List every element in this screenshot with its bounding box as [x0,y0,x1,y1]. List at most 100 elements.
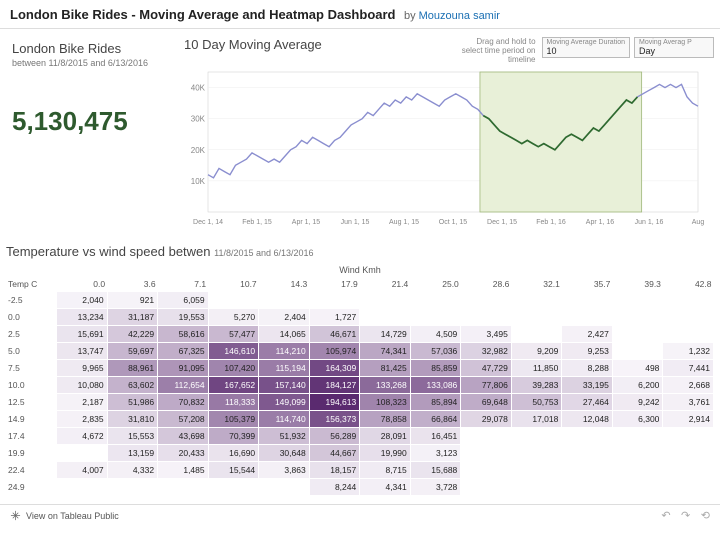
heat-cell[interactable] [511,309,562,326]
heat-cell[interactable]: 16,690 [208,445,259,462]
heat-cell[interactable]: 7,441 [663,360,714,377]
heat-cell[interactable]: 8,244 [309,479,360,496]
heat-cell[interactable]: 33,195 [562,377,613,394]
heat-cell[interactable] [663,326,714,343]
heat-cell[interactable]: 9,209 [511,343,562,360]
heat-cell[interactable]: 13,159 [107,445,158,462]
heat-cell[interactable]: 77,806 [461,377,512,394]
heat-cell[interactable] [612,343,663,360]
heat-cell[interactable]: 31,810 [107,411,158,428]
heat-cell[interactable]: 2,835 [57,411,108,428]
heat-cell[interactable]: 3,123 [410,445,461,462]
heat-cell[interactable]: 13,234 [57,309,108,326]
heat-cell[interactable] [511,445,562,462]
heat-cell[interactable] [612,292,663,309]
heat-cell[interactable]: 2,427 [562,326,613,343]
heat-cell[interactable]: 44,667 [309,445,360,462]
heat-cell[interactable]: 66,864 [410,411,461,428]
heat-cell[interactable] [562,309,613,326]
heat-cell[interactable]: 6,059 [158,292,209,309]
heat-cell[interactable] [208,292,259,309]
heat-cell[interactable]: 43,698 [158,428,209,445]
heat-cell[interactable]: 13,747 [57,343,108,360]
heat-cell[interactable]: 3,728 [410,479,461,496]
heat-cell[interactable]: 17,018 [511,411,562,428]
heat-cell[interactable]: 10,080 [57,377,108,394]
heat-cell[interactable]: 57,208 [158,411,209,428]
heat-cell[interactable]: 2,668 [663,377,714,394]
heat-cell[interactable]: 194,613 [309,394,360,411]
heat-cell[interactable]: 167,652 [208,377,259,394]
heat-cell[interactable]: 105,379 [208,411,259,428]
heat-cell[interactable]: 91,095 [158,360,209,377]
heat-cell[interactable]: 16,451 [410,428,461,445]
heat-cell[interactable]: 157,140 [259,377,310,394]
heat-cell[interactable] [461,428,512,445]
heat-cell[interactable] [158,479,209,496]
heat-cell[interactable]: 4,509 [410,326,461,343]
heat-cell[interactable]: 11,850 [511,360,562,377]
heat-cell[interactable]: 133,268 [360,377,411,394]
tableau-link[interactable]: View on Tableau Public [10,510,119,521]
heat-cell[interactable] [612,445,663,462]
heat-cell[interactable] [562,445,613,462]
heat-cell[interactable]: 70,832 [158,394,209,411]
heat-cell[interactable] [461,309,512,326]
heat-cell[interactable] [612,309,663,326]
heat-cell[interactable]: 63,602 [107,377,158,394]
heat-cell[interactable]: 5,270 [208,309,259,326]
heat-cell[interactable]: 29,078 [461,411,512,428]
heat-cell[interactable]: 105,974 [309,343,360,360]
heat-cell[interactable]: 4,332 [107,462,158,479]
heat-cell[interactable]: 19,990 [360,445,411,462]
heat-cell[interactable]: 42,229 [107,326,158,343]
heat-cell[interactable]: 498 [612,360,663,377]
heat-cell[interactable]: 2,040 [57,292,108,309]
heat-cell[interactable]: 164,309 [309,360,360,377]
heat-cell[interactable]: 9,965 [57,360,108,377]
heat-cell[interactable]: 1,727 [309,309,360,326]
heat-cell[interactable] [612,462,663,479]
heat-cell[interactable]: 3,761 [663,394,714,411]
heat-cell[interactable]: 14,065 [259,326,310,343]
heat-cell[interactable]: 20,433 [158,445,209,462]
heat-cell[interactable] [57,479,108,496]
heat-cell[interactable] [309,292,360,309]
heat-cell[interactable]: 2,404 [259,309,310,326]
heat-cell[interactable]: 1,232 [663,343,714,360]
heat-cell[interactable] [562,428,613,445]
heat-cell[interactable] [612,479,663,496]
heat-cell[interactable]: 8,288 [562,360,613,377]
heat-cell[interactable]: 156,373 [309,411,360,428]
heat-cell[interactable]: 146,610 [208,343,259,360]
heat-cell[interactable]: 56,289 [309,428,360,445]
heat-cell[interactable]: 1,485 [158,462,209,479]
redo-icon[interactable]: ↷ [681,510,690,522]
heat-cell[interactable]: 118,333 [208,394,259,411]
heat-cell[interactable]: 9,242 [612,394,663,411]
heat-cell[interactable] [562,479,613,496]
heat-cell[interactable]: 8,715 [360,462,411,479]
heat-cell[interactable] [511,326,562,343]
heat-cell[interactable]: 78,858 [360,411,411,428]
heat-cell[interactable]: 107,420 [208,360,259,377]
heat-cell[interactable]: 67,325 [158,343,209,360]
heat-cell[interactable] [663,309,714,326]
heat-cell[interactable]: 31,187 [107,309,158,326]
heat-cell[interactable]: 112,654 [158,377,209,394]
heat-cell[interactable]: 12,048 [562,411,613,428]
heat-cell[interactable]: 108,323 [360,394,411,411]
heat-cell[interactable] [107,479,158,496]
heat-cell[interactable] [663,479,714,496]
moving-avg-chart[interactable]: 10K20K30K40KDec 1, 14Feb 1, 15Apr 1, 15J… [184,66,704,236]
heat-cell[interactable]: 115,194 [259,360,310,377]
heat-cell[interactable]: 4,672 [57,428,108,445]
heat-cell[interactable]: 149,099 [259,394,310,411]
heat-cell[interactable]: 6,200 [612,377,663,394]
heat-cell[interactable]: 46,671 [309,326,360,343]
heat-cell[interactable] [208,479,259,496]
heat-cell[interactable]: 58,616 [158,326,209,343]
heat-cell[interactable] [259,292,310,309]
heat-cell[interactable]: 4,007 [57,462,108,479]
heat-cell[interactable]: 921 [107,292,158,309]
